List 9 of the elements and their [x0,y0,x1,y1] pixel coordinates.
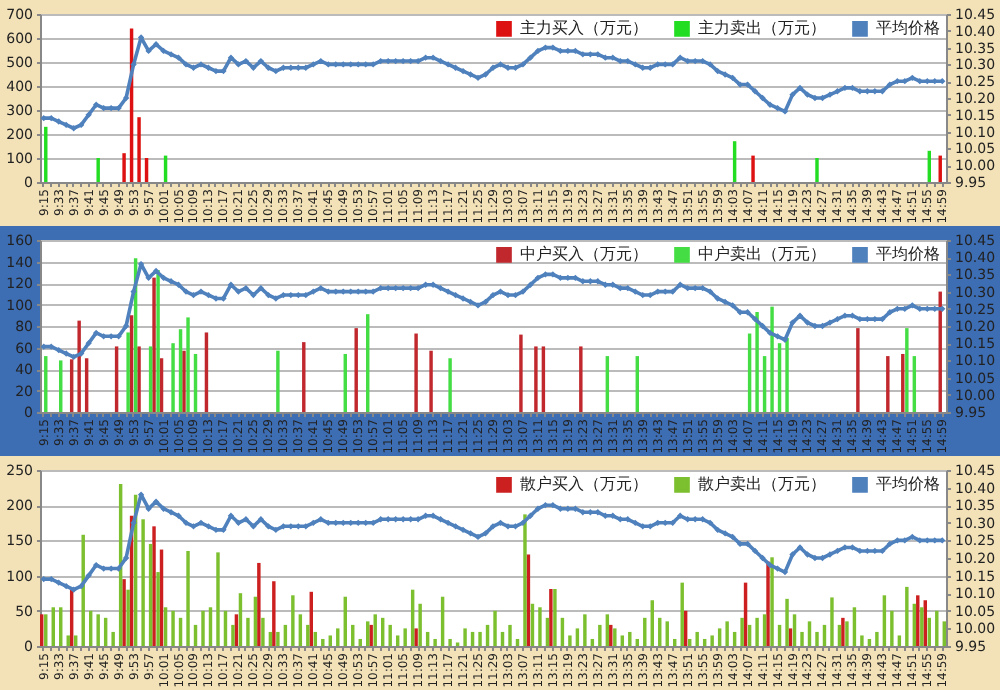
legend-label: 平均价格 [876,474,940,493]
legend-label: 中户卖出（万元） [698,244,826,263]
legend-label: 中户买入（万元） [520,244,648,263]
legend-label: 平均价格 [876,18,940,37]
legend-label: 主力买入（万元） [520,18,648,37]
legend-label: 平均价格 [876,244,940,263]
legend-label: 散户卖出（万元） [698,474,826,493]
legend-label: 主力卖出（万元） [698,18,826,37]
legend-label: 散户买入（万元） [520,474,648,493]
